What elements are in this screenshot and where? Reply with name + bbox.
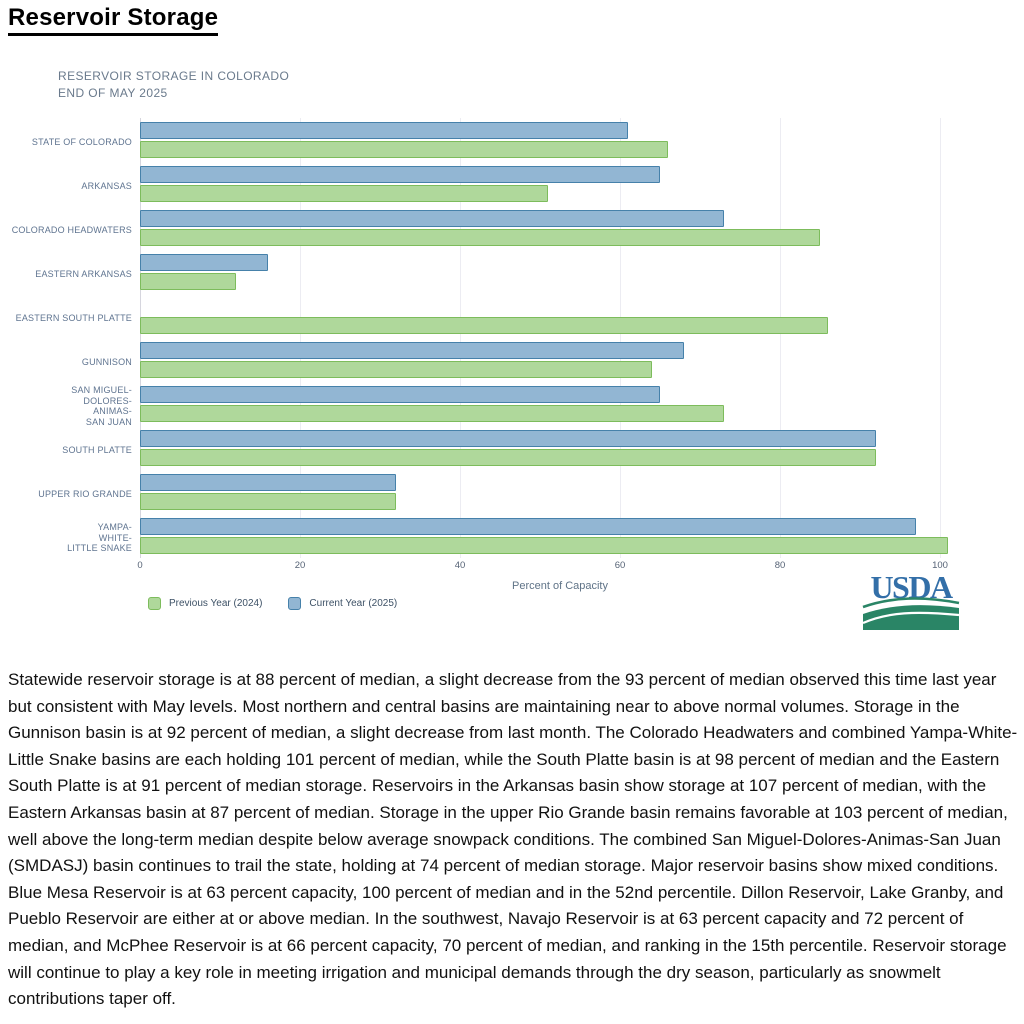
- category-label-line: GUNNISON: [81, 356, 132, 367]
- usda-logo-graphic: USDA: [862, 569, 960, 630]
- bar-current-year: [140, 254, 268, 271]
- category-label-line: DOLORES-: [83, 395, 132, 406]
- bar-previous-year: [140, 317, 828, 334]
- bar-previous-year: [140, 405, 724, 422]
- gridline: [300, 118, 301, 558]
- category-label: GUNNISON: [0, 340, 132, 384]
- bar-current-year: [140, 166, 660, 183]
- legend-label: Current Year (2025): [309, 598, 398, 609]
- legend-swatch-icon: [148, 597, 161, 610]
- page-title: Reservoir Storage: [8, 4, 219, 36]
- gridline: [940, 118, 941, 558]
- chart-title-line2: END OF MAY 2025: [58, 86, 168, 100]
- category-label-line: EASTERN ARKANSAS: [35, 268, 132, 279]
- x-tick-label: 0: [137, 560, 143, 571]
- bar-previous-year: [140, 185, 548, 202]
- category-label-line: YAMPA-: [97, 522, 132, 533]
- category-label-line: WHITE-: [98, 532, 132, 543]
- bar-current-year: [140, 210, 724, 227]
- gridline: [780, 118, 781, 558]
- category-label-line: SAN JUAN: [85, 416, 132, 427]
- category-label-line: UPPER RIO GRANDE: [38, 488, 132, 499]
- bar-previous-year: [140, 449, 876, 466]
- category-label-line: LITTLE SNAKE: [67, 543, 132, 554]
- bar-current-year: [140, 386, 660, 403]
- category-label: ARKANSAS: [0, 164, 132, 208]
- gridline: [620, 118, 621, 558]
- bar-current-year: [140, 122, 628, 139]
- bar-current-year: [140, 518, 916, 535]
- usda-logo-swoosh: [862, 611, 960, 625]
- usda-logo: USDA: [860, 566, 962, 632]
- body-paragraph: Statewide reservoir storage is at 88 per…: [8, 670, 1018, 1009]
- bar-current-year: [140, 342, 684, 359]
- category-label-line: COLORADO HEADWATERS: [11, 224, 132, 235]
- category-label: SAN MIGUEL- DOLORES- ANIMAS- SAN JUAN: [0, 384, 132, 428]
- category-label-line: STATE OF COLORADO: [31, 136, 132, 147]
- chart-title: RESERVOIR STORAGE IN COLORADO END OF MAY…: [58, 68, 289, 102]
- bar-previous-year: [140, 537, 948, 554]
- x-axis-label: Percent of Capacity: [512, 580, 608, 592]
- category-label: EASTERN SOUTH PLATTE: [0, 296, 132, 340]
- x-tick-label: 20: [294, 560, 306, 571]
- legend-swatch-icon: [288, 597, 302, 610]
- chart-title-line1: RESERVOIR STORAGE IN COLORADO: [58, 69, 290, 83]
- category-label: SOUTH PLATTE: [0, 428, 132, 472]
- y-axis-line: [140, 118, 141, 558]
- usda-logo-field: [863, 605, 959, 630]
- legend-item-previous-year: Previous Year (2024): [148, 597, 262, 610]
- legend-item-current-year: Current Year (2025): [288, 597, 397, 610]
- category-label: COLORADO HEADWATERS: [0, 208, 132, 252]
- category-label: YAMPA- WHITE- LITTLE SNAKE: [0, 516, 132, 560]
- x-tick-label: 80: [774, 560, 786, 571]
- category-label-line: ARKANSAS: [81, 180, 132, 191]
- bar-previous-year: [140, 229, 820, 246]
- bar-previous-year: [140, 493, 396, 510]
- category-label: STATE OF COLORADO: [0, 120, 132, 164]
- category-label: EASTERN ARKANSAS: [0, 252, 132, 296]
- x-tick-label: 40: [454, 560, 466, 571]
- bar-current-year: [140, 474, 396, 491]
- chart-legend: Previous Year (2024) Current Year (2025): [148, 597, 397, 610]
- bar-current-year: [140, 430, 876, 447]
- gridline: [460, 118, 461, 558]
- legend-label: Previous Year (2024): [169, 598, 263, 609]
- x-tick-label: 60: [614, 560, 626, 571]
- category-label-line: EASTERN SOUTH PLATTE: [15, 312, 132, 323]
- usda-logo-arc: [862, 597, 960, 609]
- bar-previous-year: [140, 141, 668, 158]
- category-label: UPPER RIO GRANDE: [0, 472, 132, 516]
- bar-previous-year: [140, 273, 236, 290]
- x-tick-label: 100: [932, 560, 948, 571]
- category-label-line: SAN MIGUEL-: [71, 385, 132, 395]
- category-label-line: ANIMAS-: [93, 406, 132, 416]
- category-label-line: SOUTH PLATTE: [62, 444, 132, 455]
- bar-previous-year: [140, 361, 652, 378]
